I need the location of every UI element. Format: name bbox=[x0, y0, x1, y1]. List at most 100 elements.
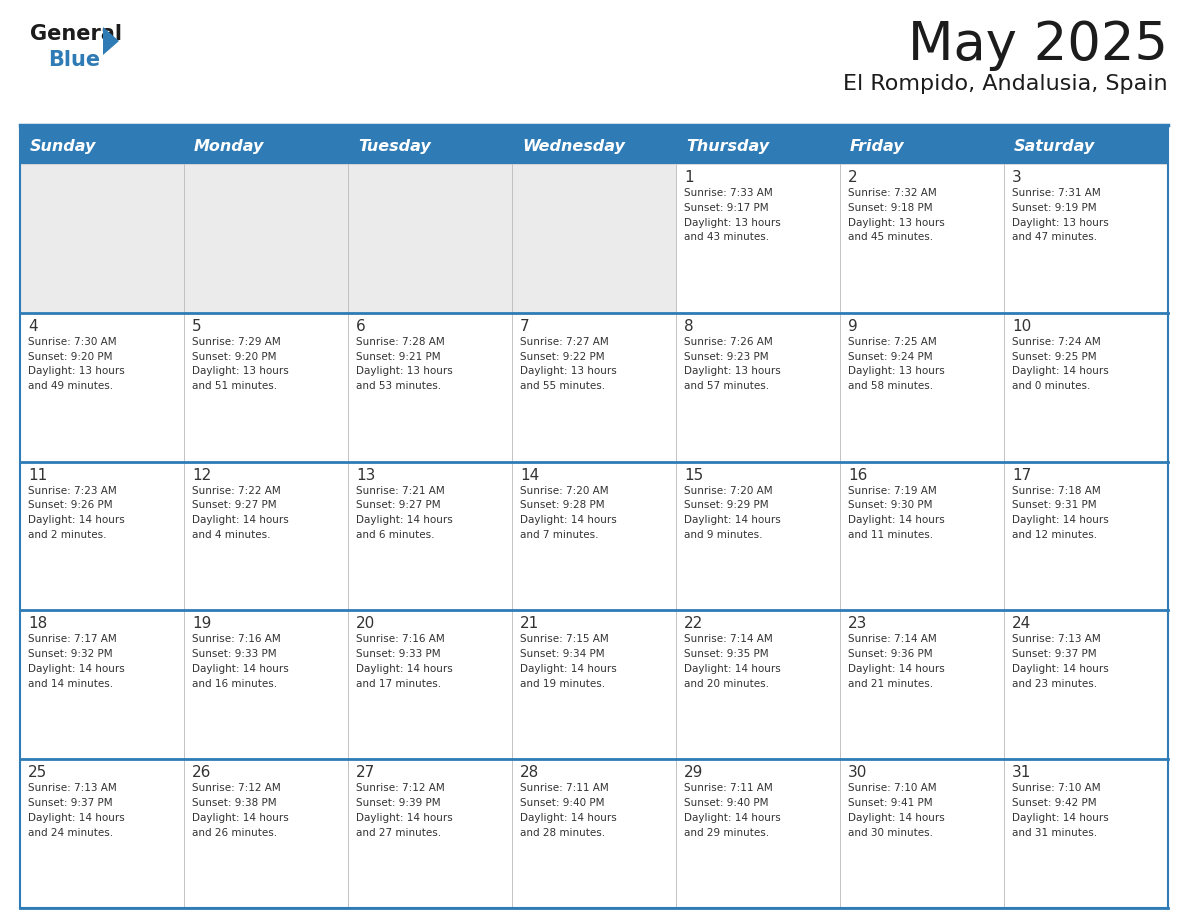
Bar bbox=[184, 313, 348, 462]
Bar bbox=[1004, 462, 1168, 610]
Text: Sunrise: 7:26 AM
Sunset: 9:23 PM
Daylight: 13 hours
and 57 minutes.: Sunrise: 7:26 AM Sunset: 9:23 PM Dayligh… bbox=[684, 337, 781, 391]
Text: 27: 27 bbox=[356, 766, 375, 780]
Text: 2: 2 bbox=[848, 170, 858, 185]
Text: 29: 29 bbox=[684, 766, 703, 780]
Text: Sunrise: 7:22 AM
Sunset: 9:27 PM
Daylight: 14 hours
and 4 minutes.: Sunrise: 7:22 AM Sunset: 9:27 PM Dayligh… bbox=[192, 486, 289, 540]
Text: Sunrise: 7:10 AM
Sunset: 9:41 PM
Daylight: 14 hours
and 30 minutes.: Sunrise: 7:10 AM Sunset: 9:41 PM Dayligh… bbox=[848, 783, 944, 837]
Bar bbox=[676, 164, 840, 313]
Text: Sunrise: 7:13 AM
Sunset: 9:37 PM
Daylight: 14 hours
and 24 minutes.: Sunrise: 7:13 AM Sunset: 9:37 PM Dayligh… bbox=[29, 783, 125, 837]
Bar bbox=[840, 610, 1004, 759]
Text: Sunrise: 7:29 AM
Sunset: 9:20 PM
Daylight: 13 hours
and 51 minutes.: Sunrise: 7:29 AM Sunset: 9:20 PM Dayligh… bbox=[192, 337, 289, 391]
Text: Sunrise: 7:32 AM
Sunset: 9:18 PM
Daylight: 13 hours
and 45 minutes.: Sunrise: 7:32 AM Sunset: 9:18 PM Dayligh… bbox=[848, 188, 944, 242]
Text: 30: 30 bbox=[848, 766, 867, 780]
Text: Tuesday: Tuesday bbox=[358, 139, 431, 153]
Text: Sunrise: 7:27 AM
Sunset: 9:22 PM
Daylight: 13 hours
and 55 minutes.: Sunrise: 7:27 AM Sunset: 9:22 PM Dayligh… bbox=[520, 337, 617, 391]
Text: 1: 1 bbox=[684, 170, 694, 185]
Text: 7: 7 bbox=[520, 319, 530, 334]
Bar bbox=[1004, 128, 1168, 164]
Text: 19: 19 bbox=[192, 616, 211, 632]
Text: 11: 11 bbox=[29, 467, 48, 483]
Text: Saturday: Saturday bbox=[1015, 139, 1095, 153]
Bar bbox=[184, 164, 348, 313]
Text: 20: 20 bbox=[356, 616, 375, 632]
Text: Sunrise: 7:33 AM
Sunset: 9:17 PM
Daylight: 13 hours
and 43 minutes.: Sunrise: 7:33 AM Sunset: 9:17 PM Dayligh… bbox=[684, 188, 781, 242]
Text: Sunrise: 7:31 AM
Sunset: 9:19 PM
Daylight: 13 hours
and 47 minutes.: Sunrise: 7:31 AM Sunset: 9:19 PM Dayligh… bbox=[1012, 188, 1108, 242]
Polygon shape bbox=[103, 27, 119, 55]
Text: Sunrise: 7:21 AM
Sunset: 9:27 PM
Daylight: 14 hours
and 6 minutes.: Sunrise: 7:21 AM Sunset: 9:27 PM Dayligh… bbox=[356, 486, 453, 540]
Text: Sunrise: 7:13 AM
Sunset: 9:37 PM
Daylight: 14 hours
and 23 minutes.: Sunrise: 7:13 AM Sunset: 9:37 PM Dayligh… bbox=[1012, 634, 1108, 688]
Text: Friday: Friday bbox=[849, 139, 904, 153]
Text: 9: 9 bbox=[848, 319, 858, 334]
Bar bbox=[512, 462, 676, 610]
Text: 8: 8 bbox=[684, 319, 694, 334]
Bar bbox=[840, 759, 1004, 908]
Text: 5: 5 bbox=[192, 319, 202, 334]
Text: 26: 26 bbox=[192, 766, 211, 780]
Bar bbox=[840, 128, 1004, 164]
Text: Sunrise: 7:16 AM
Sunset: 9:33 PM
Daylight: 14 hours
and 17 minutes.: Sunrise: 7:16 AM Sunset: 9:33 PM Dayligh… bbox=[356, 634, 453, 688]
Text: Sunrise: 7:20 AM
Sunset: 9:28 PM
Daylight: 14 hours
and 7 minutes.: Sunrise: 7:20 AM Sunset: 9:28 PM Dayligh… bbox=[520, 486, 617, 540]
Text: Sunrise: 7:12 AM
Sunset: 9:38 PM
Daylight: 14 hours
and 26 minutes.: Sunrise: 7:12 AM Sunset: 9:38 PM Dayligh… bbox=[192, 783, 289, 837]
Bar bbox=[348, 610, 512, 759]
Text: 24: 24 bbox=[1012, 616, 1031, 632]
Text: General: General bbox=[30, 24, 122, 44]
Bar bbox=[512, 759, 676, 908]
Text: Sunday: Sunday bbox=[30, 139, 96, 153]
Bar bbox=[512, 164, 676, 313]
Bar bbox=[676, 759, 840, 908]
Bar bbox=[348, 462, 512, 610]
Bar bbox=[676, 610, 840, 759]
Text: 25: 25 bbox=[29, 766, 48, 780]
Bar bbox=[184, 462, 348, 610]
Bar bbox=[1004, 610, 1168, 759]
Bar bbox=[1004, 759, 1168, 908]
Bar bbox=[676, 128, 840, 164]
Text: 22: 22 bbox=[684, 616, 703, 632]
Text: 28: 28 bbox=[520, 766, 539, 780]
Bar bbox=[20, 759, 184, 908]
Text: Sunrise: 7:16 AM
Sunset: 9:33 PM
Daylight: 14 hours
and 16 minutes.: Sunrise: 7:16 AM Sunset: 9:33 PM Dayligh… bbox=[192, 634, 289, 688]
Bar bbox=[1004, 313, 1168, 462]
Text: Sunrise: 7:14 AM
Sunset: 9:35 PM
Daylight: 14 hours
and 20 minutes.: Sunrise: 7:14 AM Sunset: 9:35 PM Dayligh… bbox=[684, 634, 781, 688]
Text: 3: 3 bbox=[1012, 170, 1022, 185]
Text: Sunrise: 7:12 AM
Sunset: 9:39 PM
Daylight: 14 hours
and 27 minutes.: Sunrise: 7:12 AM Sunset: 9:39 PM Dayligh… bbox=[356, 783, 453, 837]
Text: Sunrise: 7:18 AM
Sunset: 9:31 PM
Daylight: 14 hours
and 12 minutes.: Sunrise: 7:18 AM Sunset: 9:31 PM Dayligh… bbox=[1012, 486, 1108, 540]
Bar bbox=[184, 759, 348, 908]
Text: Sunrise: 7:11 AM
Sunset: 9:40 PM
Daylight: 14 hours
and 29 minutes.: Sunrise: 7:11 AM Sunset: 9:40 PM Dayligh… bbox=[684, 783, 781, 837]
Text: Sunrise: 7:11 AM
Sunset: 9:40 PM
Daylight: 14 hours
and 28 minutes.: Sunrise: 7:11 AM Sunset: 9:40 PM Dayligh… bbox=[520, 783, 617, 837]
Text: 15: 15 bbox=[684, 467, 703, 483]
Text: 13: 13 bbox=[356, 467, 375, 483]
Bar bbox=[348, 313, 512, 462]
Bar bbox=[184, 128, 348, 164]
Bar bbox=[840, 164, 1004, 313]
Text: 23: 23 bbox=[848, 616, 867, 632]
Bar bbox=[184, 610, 348, 759]
Bar bbox=[676, 313, 840, 462]
Text: 18: 18 bbox=[29, 616, 48, 632]
Bar bbox=[840, 462, 1004, 610]
Text: 16: 16 bbox=[848, 467, 867, 483]
Text: Sunrise: 7:20 AM
Sunset: 9:29 PM
Daylight: 14 hours
and 9 minutes.: Sunrise: 7:20 AM Sunset: 9:29 PM Dayligh… bbox=[684, 486, 781, 540]
Text: 4: 4 bbox=[29, 319, 38, 334]
Bar bbox=[348, 128, 512, 164]
Text: Sunrise: 7:30 AM
Sunset: 9:20 PM
Daylight: 13 hours
and 49 minutes.: Sunrise: 7:30 AM Sunset: 9:20 PM Dayligh… bbox=[29, 337, 125, 391]
Bar bbox=[348, 164, 512, 313]
Text: 17: 17 bbox=[1012, 467, 1031, 483]
Text: Sunrise: 7:28 AM
Sunset: 9:21 PM
Daylight: 13 hours
and 53 minutes.: Sunrise: 7:28 AM Sunset: 9:21 PM Dayligh… bbox=[356, 337, 453, 391]
Text: Sunrise: 7:17 AM
Sunset: 9:32 PM
Daylight: 14 hours
and 14 minutes.: Sunrise: 7:17 AM Sunset: 9:32 PM Dayligh… bbox=[29, 634, 125, 688]
Text: Wednesday: Wednesday bbox=[522, 139, 625, 153]
Bar bbox=[20, 610, 184, 759]
Text: Sunrise: 7:15 AM
Sunset: 9:34 PM
Daylight: 14 hours
and 19 minutes.: Sunrise: 7:15 AM Sunset: 9:34 PM Dayligh… bbox=[520, 634, 617, 688]
Bar bbox=[512, 128, 676, 164]
Bar bbox=[676, 462, 840, 610]
Text: Sunrise: 7:14 AM
Sunset: 9:36 PM
Daylight: 14 hours
and 21 minutes.: Sunrise: 7:14 AM Sunset: 9:36 PM Dayligh… bbox=[848, 634, 944, 688]
Text: 14: 14 bbox=[520, 467, 539, 483]
Text: 21: 21 bbox=[520, 616, 539, 632]
Text: Sunrise: 7:10 AM
Sunset: 9:42 PM
Daylight: 14 hours
and 31 minutes.: Sunrise: 7:10 AM Sunset: 9:42 PM Dayligh… bbox=[1012, 783, 1108, 837]
Text: Thursday: Thursday bbox=[685, 139, 769, 153]
Bar bbox=[1004, 164, 1168, 313]
Text: 12: 12 bbox=[192, 467, 211, 483]
Bar bbox=[20, 128, 184, 164]
Bar bbox=[512, 610, 676, 759]
Bar bbox=[348, 759, 512, 908]
